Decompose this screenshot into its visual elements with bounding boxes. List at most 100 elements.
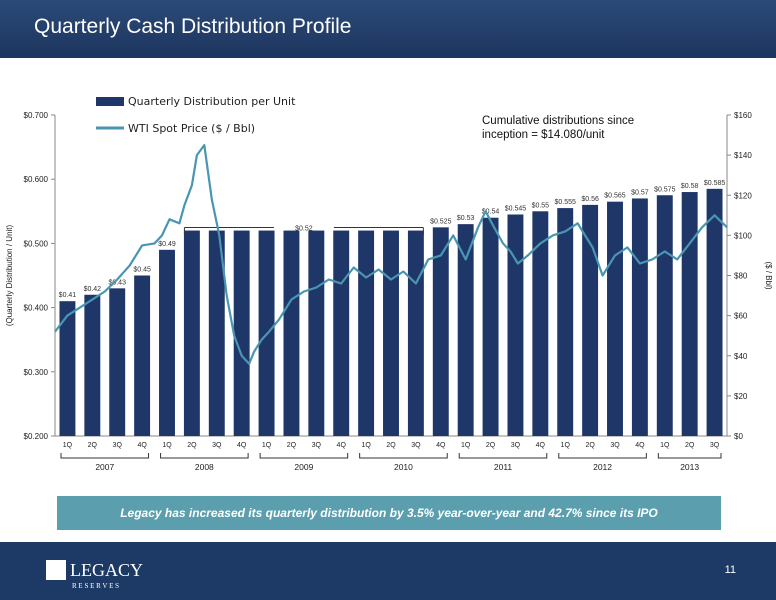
distribution-bar: [607, 201, 623, 436]
distribution-bar: [532, 211, 549, 436]
distribution-bar: [59, 301, 76, 436]
bar-value-label: $0.545: [505, 206, 527, 213]
slide-footer: LEGACY R E S E R V E S 11: [0, 542, 776, 600]
bar-value-label: $0.45: [133, 267, 151, 274]
distribution-bar: [233, 230, 250, 436]
y-tick-label: $0.400: [24, 304, 49, 313]
bar-value-label: $0.55: [532, 202, 550, 209]
annotation-line-1: Cumulative distributions since: [482, 115, 634, 127]
bar-value-label: $0.42: [84, 286, 102, 293]
bar-value-label: $0.575: [654, 186, 676, 193]
y2-tick-label: $80: [734, 272, 748, 281]
year-brace: [657, 453, 722, 459]
bar-value-label: $0.54: [482, 209, 500, 216]
year-label: 2010: [394, 462, 413, 472]
wti-price-line: [54, 143, 728, 365]
distribution-chart: $0.200 $0.300 $0.400 $0.500 $0.600 $0.700 $0 $2…: [5, 95, 773, 472]
distribution-bar: [507, 214, 524, 436]
year-brace: [160, 453, 249, 459]
distribution-bar: [333, 230, 350, 436]
quarter-label: 2Q: [187, 442, 197, 449]
bar-value-label: $0.58: [681, 183, 699, 190]
annotation-line-2: inception = $14.080/unit: [482, 129, 605, 141]
distribution-bar: [358, 230, 375, 436]
quarter-label: 4Q: [536, 442, 546, 449]
distribution-bar: [159, 249, 175, 436]
distribution-bar: [631, 198, 648, 436]
quarter-label: 2Q: [685, 442, 695, 449]
quarter-label: 1Q: [461, 442, 471, 449]
year-brace: [359, 453, 448, 459]
distribution-bar: [482, 217, 499, 436]
quarter-label: 3Q: [411, 442, 421, 449]
distribution-bar: [134, 275, 151, 436]
page-number: 11: [724, 564, 736, 576]
legend-bar-swatch: [96, 97, 124, 106]
y-axis-title: (Quarterly Distribution / Unit): [5, 224, 14, 326]
legend-line-label: WTI Spot Price ($ / Bbl): [128, 122, 255, 135]
y2-tick-label: $160: [734, 111, 752, 120]
bar-value-label: $0.57: [631, 189, 649, 196]
distribution-bar: [407, 230, 424, 436]
quarter-label: 1Q: [561, 442, 571, 449]
year-brace: [60, 453, 150, 459]
quarter-label: 1Q: [262, 442, 272, 449]
quarter-label: 4Q: [237, 442, 247, 449]
bar-value-label: $0.555: [555, 199, 577, 206]
y-tick-label: $0.600: [24, 175, 49, 184]
distribution-bar: [432, 227, 449, 436]
bar-value-label: $0.41: [59, 292, 77, 299]
y-tick-label: $0.300: [24, 368, 49, 377]
distribution-bar: [383, 230, 399, 436]
distribution-bar: [457, 224, 474, 436]
year-brace: [259, 453, 349, 459]
bar-value-label: $0.525: [430, 218, 452, 225]
y-tick-label: $0.700: [24, 111, 49, 120]
quarter-label: 4Q: [337, 442, 347, 449]
distribution-bar: [84, 294, 101, 436]
quarter-label: 2Q: [88, 442, 98, 449]
quarter-label: 3Q: [511, 442, 521, 449]
quarter-label: 1Q: [162, 442, 172, 449]
y-tick-label: $0.200: [24, 432, 49, 441]
quarter-label: 3Q: [610, 442, 620, 449]
callout-banner: Legacy has increased its quarterly distr…: [57, 496, 721, 530]
year-brace: [458, 453, 548, 459]
legend-bar-label: Quarterly Distribution per Unit: [128, 95, 296, 108]
quarter-label: 3Q: [212, 442, 222, 449]
distribution-bar: [183, 230, 200, 436]
distribution-bar: [656, 195, 673, 436]
distribution-bar: [308, 230, 325, 436]
logo-wordmark: LEGACY: [70, 560, 143, 580]
logo-subtitle: R E S E R V E S: [72, 582, 119, 590]
quarter-label: 1Q: [660, 442, 670, 449]
quarter-label: 4Q: [436, 442, 446, 449]
bar-value-label: $0.585: [704, 180, 726, 187]
year-label: 2007: [95, 462, 114, 472]
quarter-label: 2Q: [486, 442, 496, 449]
quarter-label: 3Q: [113, 442, 123, 449]
quarter-label: 4Q: [137, 442, 147, 449]
y2-tick-label: $40: [734, 352, 748, 361]
distribution-bar: [681, 192, 698, 436]
quarter-label: 2Q: [585, 442, 595, 449]
quarter-label: 4Q: [635, 442, 645, 449]
year-brace: [558, 453, 647, 459]
legacy-logo: LEGACY R E S E R V E S: [46, 560, 143, 590]
distribution-bar: [706, 188, 723, 436]
quarter-label: 2Q: [287, 442, 297, 449]
y2-tick-label: $20: [734, 392, 748, 401]
bar-value-label: $0.53: [457, 215, 475, 222]
year-label: 2011: [494, 462, 513, 472]
distribution-bar: [208, 230, 225, 436]
y2-tick-label: $100: [734, 231, 752, 240]
year-label: 2008: [195, 462, 214, 472]
logo-emblem-icon: [46, 560, 66, 580]
y2-tick-label: $140: [734, 151, 752, 160]
y2-tick-label: $60: [734, 312, 748, 321]
bar-value-label: $0.56: [581, 196, 599, 203]
distribution-bar: [582, 204, 599, 436]
bar-value-label: $0.49: [158, 241, 176, 248]
y2-tick-label: $120: [734, 191, 752, 200]
quarter-label: 2Q: [386, 442, 396, 449]
